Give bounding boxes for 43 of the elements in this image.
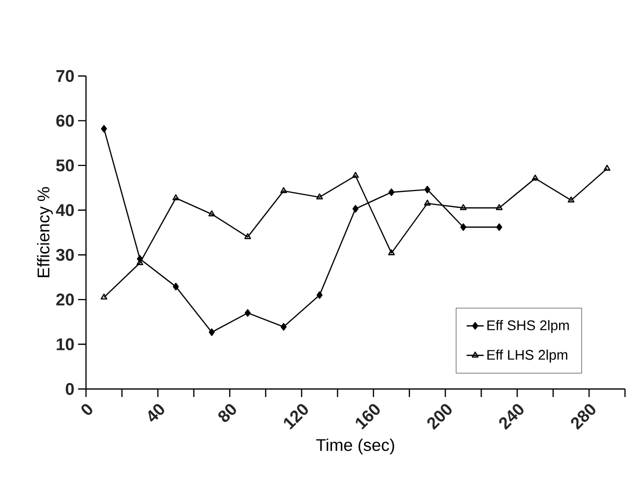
point <box>244 309 251 317</box>
point <box>568 196 574 202</box>
point <box>172 194 180 200</box>
y-tick-label: 70 <box>56 70 74 82</box>
point <box>100 124 107 133</box>
y-tick-label: 20 <box>56 294 74 306</box>
point <box>244 233 252 240</box>
point <box>316 291 323 299</box>
x-axis-title: Time (sec) <box>316 438 394 454</box>
point <box>388 249 395 256</box>
point <box>352 205 358 213</box>
x-tick-label: 280 <box>571 404 596 430</box>
point <box>460 223 466 231</box>
y-tick-label: 30 <box>56 248 74 261</box>
y-tick-label: 50 <box>56 159 74 172</box>
y-tick-label: 40 <box>56 204 74 216</box>
point <box>316 193 323 200</box>
point <box>424 200 431 206</box>
point <box>496 223 502 231</box>
point <box>280 323 287 331</box>
y-axis-title: Efficiency % <box>37 187 53 278</box>
x-tick-label: 0 <box>81 404 92 415</box>
x-tick-label: 40 <box>148 404 164 422</box>
point <box>460 204 467 210</box>
y-tick-label: 60 <box>56 114 74 127</box>
y-tick-label: 10 <box>56 338 74 350</box>
point <box>424 186 430 194</box>
legend-label: Eff LHS 2lpm <box>487 350 568 363</box>
point <box>352 172 359 178</box>
point <box>208 328 215 336</box>
point <box>208 210 216 216</box>
x-tick-label: 200 <box>427 404 452 430</box>
point <box>280 187 287 194</box>
point <box>496 204 503 210</box>
point <box>532 174 539 181</box>
legend-label: Eff SHS 2lpm <box>487 320 569 334</box>
y-tick-label: 0 <box>66 382 74 395</box>
x-tick-label: 240 <box>499 404 524 430</box>
point <box>388 188 394 196</box>
x-tick-label: 80 <box>218 404 236 422</box>
point <box>172 282 179 290</box>
x-tick-label: 120 <box>284 404 308 430</box>
x-tick-label: 160 <box>356 404 380 430</box>
